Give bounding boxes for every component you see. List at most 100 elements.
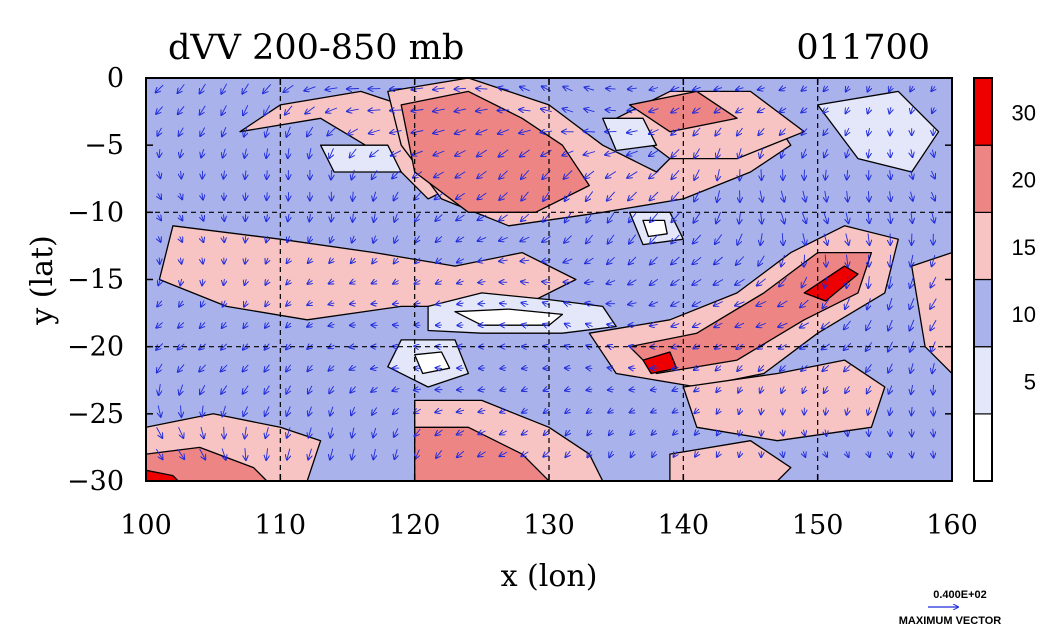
wind-vector bbox=[521, 303, 529, 305]
wind-vector bbox=[224, 279, 225, 285]
wind-vector bbox=[803, 386, 806, 393]
wind-vector bbox=[932, 170, 935, 179]
wind-vector bbox=[287, 427, 290, 438]
wind-vector bbox=[435, 429, 443, 435]
wind-vector bbox=[479, 389, 486, 390]
wind-vector bbox=[307, 126, 314, 136]
wind-vector bbox=[201, 236, 203, 242]
y-tick-label: −10 bbox=[67, 197, 124, 228]
wind-vector bbox=[202, 279, 203, 285]
wind-vector bbox=[867, 385, 871, 394]
wind-vector bbox=[457, 410, 465, 412]
contour-region bbox=[146, 446, 268, 481]
wind-vector bbox=[890, 128, 891, 135]
wind-vector bbox=[329, 258, 333, 263]
colorbar-swatch bbox=[973, 144, 993, 213]
wind-vector bbox=[245, 192, 246, 200]
wind-vector bbox=[371, 367, 378, 369]
wind-vector bbox=[847, 169, 848, 180]
wind-vector bbox=[434, 171, 444, 178]
wind-vector bbox=[157, 300, 162, 307]
wind-vector bbox=[222, 405, 225, 417]
wind-vector bbox=[671, 278, 680, 285]
wind-vector bbox=[607, 324, 615, 326]
wind-vector bbox=[287, 258, 291, 263]
wind-vector bbox=[181, 405, 182, 417]
wind-vector bbox=[608, 410, 613, 413]
wind-vector bbox=[866, 364, 872, 372]
wind-vector bbox=[586, 324, 593, 327]
wind-vector bbox=[202, 257, 203, 264]
wind-vector bbox=[715, 344, 722, 349]
wind-vector bbox=[329, 281, 334, 284]
wind-vector bbox=[845, 298, 850, 309]
wind-vector bbox=[587, 430, 591, 435]
wind-vector bbox=[288, 148, 289, 158]
wind-vector bbox=[543, 191, 550, 201]
wind-vector bbox=[415, 258, 420, 263]
wind-vector bbox=[844, 342, 852, 350]
wind-vector bbox=[159, 257, 160, 264]
wind-vector bbox=[802, 148, 806, 158]
wind-vector bbox=[520, 237, 530, 241]
wind-vector bbox=[328, 345, 335, 348]
wind-vector bbox=[372, 407, 377, 415]
wind-vector bbox=[890, 212, 891, 223]
wind-vector bbox=[201, 300, 204, 307]
wind-vector bbox=[760, 148, 763, 158]
wind-vector bbox=[846, 106, 849, 113]
wind-vector bbox=[627, 171, 638, 178]
wind-vector bbox=[847, 407, 849, 415]
wind-vector bbox=[933, 384, 934, 395]
wind-vector bbox=[565, 324, 572, 327]
wind-vector bbox=[651, 410, 656, 413]
vector-scale-value: 0.400E+02 bbox=[933, 589, 987, 601]
wind-vector bbox=[868, 407, 870, 415]
wind-vector bbox=[846, 86, 849, 92]
wind-vector bbox=[760, 386, 763, 393]
wind-vector bbox=[758, 255, 765, 266]
wind-vector bbox=[393, 407, 400, 414]
wind-vector bbox=[457, 303, 464, 304]
contour-region bbox=[642, 219, 668, 238]
wind-vector bbox=[177, 448, 185, 459]
wind-vector bbox=[308, 427, 311, 438]
wind-vector bbox=[716, 212, 721, 223]
wind-vector bbox=[931, 86, 935, 91]
contour-region bbox=[400, 90, 590, 213]
wind-vector bbox=[478, 282, 486, 283]
wind-vector bbox=[910, 86, 913, 91]
wind-vector bbox=[266, 148, 267, 158]
chart-subtitle: 011700 bbox=[796, 28, 930, 68]
wind-vector bbox=[800, 322, 810, 328]
wind-vector bbox=[911, 254, 913, 267]
contour-region bbox=[911, 251, 952, 375]
wind-vector bbox=[673, 410, 678, 413]
wind-vector bbox=[782, 451, 783, 457]
wind-vector bbox=[221, 343, 228, 350]
wind-vector bbox=[825, 190, 827, 202]
wind-vector bbox=[782, 429, 783, 436]
wind-vector bbox=[522, 389, 528, 391]
wind-vector bbox=[737, 365, 742, 371]
wind-vector bbox=[868, 149, 869, 157]
wind-vector bbox=[266, 235, 268, 242]
wind-vector bbox=[609, 450, 612, 457]
wind-vector bbox=[564, 235, 572, 243]
wind-vector bbox=[330, 427, 332, 438]
wind-vector bbox=[180, 278, 181, 285]
wind-vector bbox=[224, 426, 225, 439]
wind-vector bbox=[520, 87, 530, 91]
vector-scale-key: 0.400E+02 MAXIMUM VECTOR bbox=[899, 589, 1002, 627]
wind-vector bbox=[157, 127, 161, 136]
wind-vector bbox=[156, 322, 163, 328]
wind-vector bbox=[390, 131, 402, 133]
wind-vector bbox=[649, 149, 659, 156]
wind-vector bbox=[309, 213, 310, 221]
wind-vector bbox=[825, 169, 826, 180]
wind-vector bbox=[326, 88, 338, 90]
wind-vector bbox=[435, 410, 443, 413]
x-tick-label: 120 bbox=[389, 510, 441, 541]
wind-vector bbox=[457, 259, 465, 263]
wind-vector bbox=[370, 149, 380, 157]
